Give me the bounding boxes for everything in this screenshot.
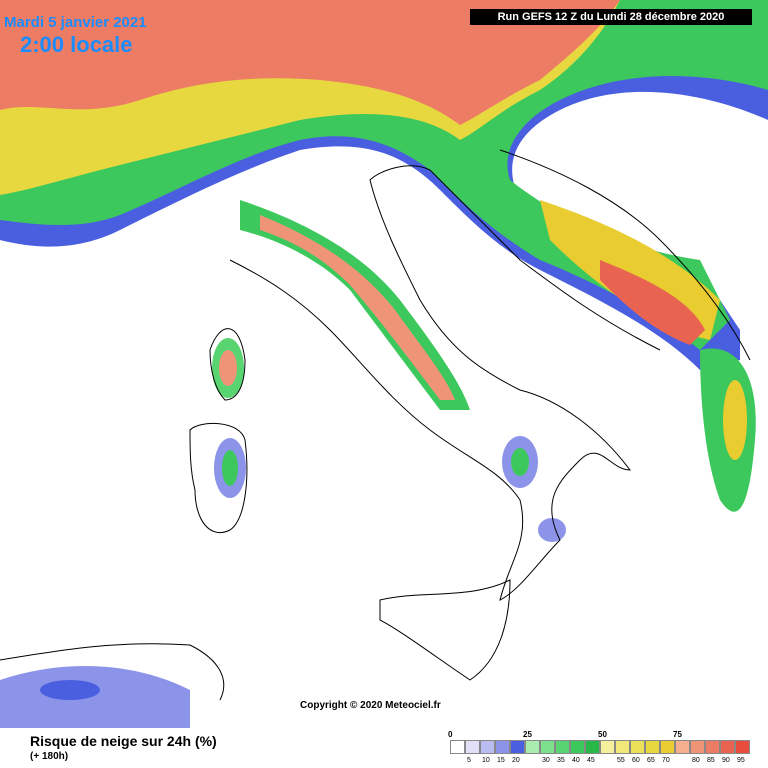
legend-bottom-label: 95 — [737, 757, 745, 764]
legend-swatch — [450, 740, 465, 754]
legend-bottom-label: 45 — [587, 757, 595, 764]
legend-swatch — [570, 740, 585, 754]
legend-swatch — [660, 740, 675, 754]
legend-bottom-label: 10 — [482, 757, 490, 764]
legend-bottom-label: 60 — [632, 757, 640, 764]
legend-swatch — [585, 740, 600, 754]
time: 2:00 locale — [20, 32, 133, 57]
legend: 0 25 50 75 5 10 15 20 30 35 40 45 55 60 65 70 80 85 90 95 — [448, 730, 760, 768]
legend-bottom-label: 30 — [542, 757, 550, 764]
legend-bottom-label: 20 — [512, 757, 520, 764]
legend-swatch — [525, 740, 540, 754]
run-info: Run GEFS 12 Z du Lundi 28 décembre 2020 — [470, 9, 752, 25]
legend-top-label: 0 — [448, 730, 453, 739]
legend-swatch — [630, 740, 645, 754]
legend-top-label: 75 — [673, 730, 682, 739]
legend-swatch — [600, 740, 615, 754]
legend-top-label: 50 — [598, 730, 607, 739]
legend-bottom-label: 70 — [662, 757, 670, 764]
legend-bottom-label: 40 — [572, 757, 580, 764]
legend-bottom-label: 80 — [692, 757, 700, 764]
legend-bottom-label: 65 — [647, 757, 655, 764]
copyright: Copyright © 2020 Meteociel.fr — [300, 700, 441, 711]
legend-swatch — [555, 740, 570, 754]
legend-top-label: 25 — [523, 730, 532, 739]
legend-swatch — [720, 740, 735, 754]
date: Mardi 5 janvier 2021 — [4, 14, 147, 31]
legend-swatch — [690, 740, 705, 754]
legend-swatch — [465, 740, 480, 754]
legend-swatch — [480, 740, 495, 754]
legend-bottom-label: 90 — [722, 757, 730, 764]
footer-title: Risque de neige sur 24h (%) — [30, 733, 217, 749]
legend-bottom-label: 35 — [557, 757, 565, 764]
legend-swatch — [615, 740, 630, 754]
legend-swatch — [495, 740, 510, 754]
legend-swatch — [705, 740, 720, 754]
footer-lead: (+ 180h) — [30, 751, 69, 762]
legend-bottom-label: 5 — [467, 757, 471, 764]
legend-bottom-label: 15 — [497, 757, 505, 764]
legend-swatch — [645, 740, 660, 754]
legend-bottom-label: 55 — [617, 757, 625, 764]
legend-swatch — [510, 740, 525, 754]
legend-swatch — [540, 740, 555, 754]
legend-swatch — [675, 740, 690, 754]
legend-bottom-label: 85 — [707, 757, 715, 764]
legend-swatch — [735, 740, 750, 754]
